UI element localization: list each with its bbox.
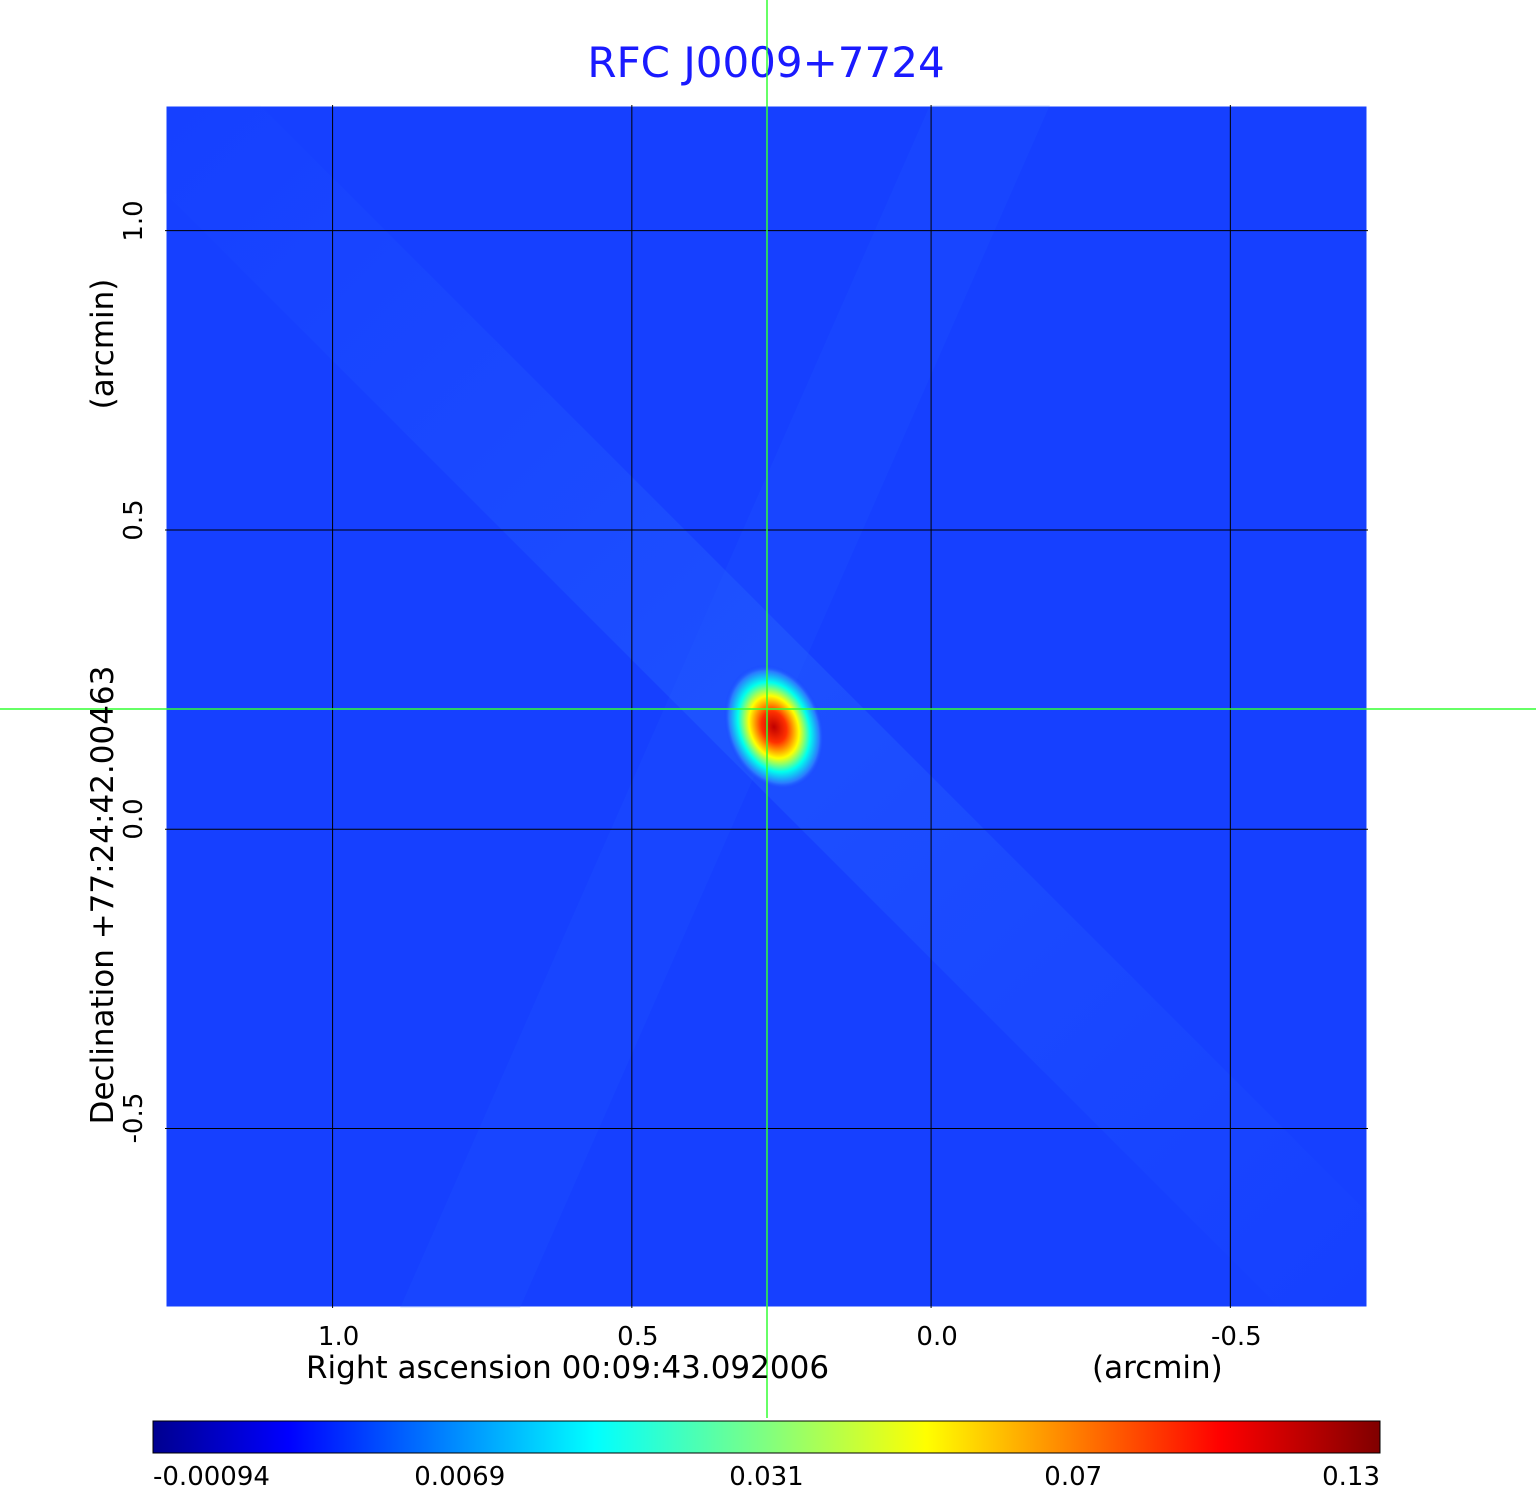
- colorbar-tick-label: 0.13: [1322, 1462, 1380, 1492]
- colorbar-tick-label: 0.07: [1044, 1462, 1103, 1492]
- y-tick-label: -0.5: [119, 1093, 149, 1144]
- chart-title: RFC J0009+7724: [587, 38, 945, 87]
- y-axis-unit: (arcmin): [85, 278, 121, 410]
- y-tick-label: 0.0: [119, 798, 149, 840]
- colorbar-tick-label: 0.0069: [414, 1462, 506, 1492]
- x-axis-label: Right ascension 00:09:43.092006: [306, 1350, 830, 1386]
- x-axis-unit: (arcmin): [1092, 1350, 1223, 1386]
- colorbar-tick-label: -0.00094: [153, 1462, 270, 1492]
- x-tick-label: 0.0: [916, 1322, 958, 1352]
- colorbar-tick-label: 0.031: [729, 1462, 804, 1492]
- colorbar: [152, 1420, 1381, 1454]
- source-emission: [723, 664, 825, 790]
- y-tick-label: 1.0: [119, 199, 149, 242]
- y-tick-label: 0.5: [119, 499, 149, 541]
- x-tick-label: 1.0: [317, 1322, 360, 1352]
- x-tick-label: -0.5: [1210, 1322, 1262, 1352]
- y-axis-label: Declination +77:24:42.00463: [85, 665, 121, 1125]
- x-tick-label: 0.5: [617, 1322, 659, 1352]
